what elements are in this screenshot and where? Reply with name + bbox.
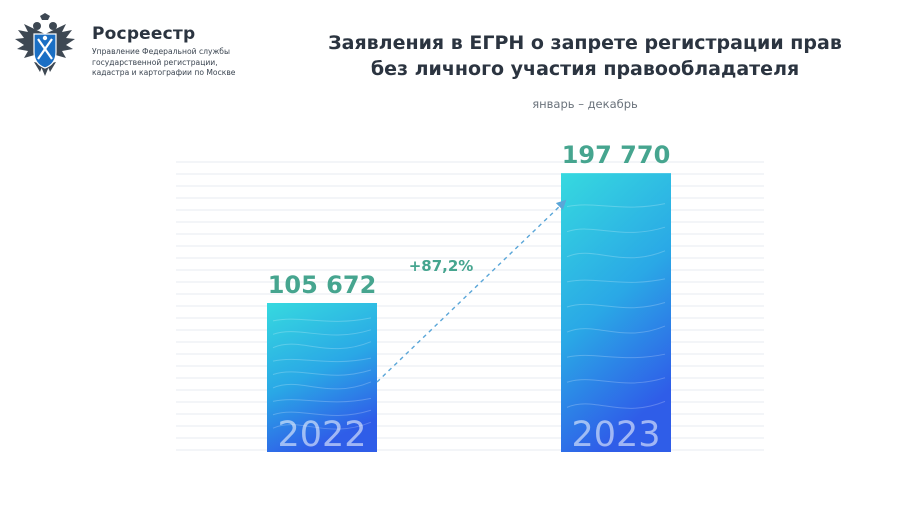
growth-label: +87,2% (409, 257, 474, 275)
rosreestr-emblem-icon (15, 13, 75, 76)
chart-title-line: без личного участия правообладателя (370, 58, 800, 80)
bar-contour-line (272, 357, 372, 363)
bar-contour-line (272, 397, 372, 403)
bar-contour-line (566, 353, 666, 359)
bar (267, 303, 377, 452)
chart-title: Заявления в ЕГРН о запрете регистрации п… (250, 30, 900, 82)
bar-contour-line (566, 226, 666, 233)
bar-group: 197 770 2023 (561, 141, 671, 455)
org-name: Росреестр (92, 24, 196, 44)
bar-value-label: 105 672 (268, 271, 377, 299)
bar-contour-line (272, 381, 372, 390)
bar-contour-line (272, 369, 372, 376)
bar-contour-line (566, 278, 666, 283)
chart-period: январь – декабрь (532, 97, 638, 111)
org-subtitle: Управление Федеральной службы государств… (92, 47, 235, 79)
growth-arrow (376, 199, 567, 383)
bar-contour-line (272, 317, 372, 322)
bar-contour-line (272, 341, 372, 350)
bar-contour-line (272, 421, 372, 430)
bar-contour-line (566, 302, 666, 309)
bar-group: 105 672 2022 (267, 271, 377, 455)
org-subtitle-line: кадастра и картографии по Москве (92, 68, 236, 77)
org-subtitle-line: Управление Федеральной службы (92, 47, 230, 56)
bar-category-label: 2023 (571, 415, 660, 455)
bar-contour-line (566, 325, 666, 334)
chart-title-line: Заявления в ЕГРН о запрете регистрации п… (328, 32, 842, 54)
bar (561, 173, 671, 453)
bar-value-label: 197 770 (562, 141, 671, 169)
bar-contour-line (566, 377, 666, 384)
bar-contour-line (566, 203, 666, 208)
bar-contour-line (566, 250, 666, 259)
bar-contour-line (566, 400, 666, 409)
bar-contour-line (272, 329, 372, 336)
org-subtitle-line: государственной регистрации, (92, 57, 218, 67)
bar-contour-line (272, 409, 372, 416)
bar-category-label: 2022 (277, 415, 366, 455)
